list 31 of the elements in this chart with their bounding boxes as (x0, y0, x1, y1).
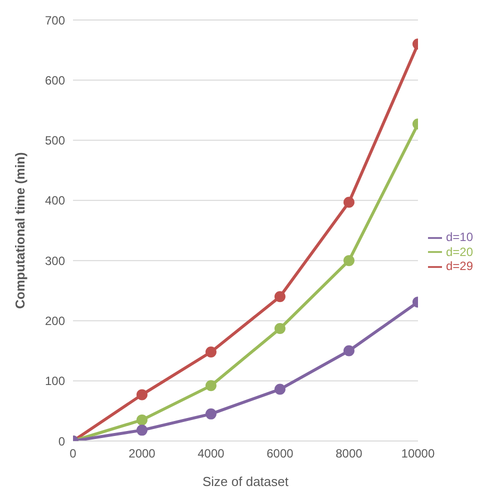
point (136, 414, 148, 426)
point (205, 408, 216, 420)
y-tick-label: 600 (44, 73, 66, 88)
legend-label: d=20 (446, 244, 473, 259)
legend-label: d=29 (446, 259, 473, 274)
legend-label: d=10 (446, 230, 473, 244)
x-tick-label: 6000 (266, 446, 294, 461)
point (274, 323, 286, 334)
y-tick-label: 700 (44, 13, 66, 28)
y-tick-label: 400 (44, 194, 66, 208)
point (343, 345, 354, 356)
point (343, 255, 354, 266)
y-axis-title: Computational time (min) (12, 152, 28, 309)
point (205, 346, 216, 358)
point (136, 424, 148, 436)
point (205, 380, 216, 392)
x-tick-label: 10000 (401, 446, 435, 461)
x-tick-label: 0 (70, 446, 77, 461)
y-tick-label: 100 (44, 374, 66, 388)
x-tick-label: 8000 (336, 446, 363, 461)
point (274, 291, 286, 302)
y-tick-label: 300 (44, 254, 66, 268)
y-tick-label: 500 (44, 134, 66, 148)
x-axis-title: Size of dataset (202, 474, 289, 489)
x-tick-label: 4000 (198, 446, 225, 461)
point (136, 389, 148, 400)
y-tick-label: 200 (44, 314, 66, 328)
y-tick-label: 0 (58, 434, 66, 448)
x-tick-label: 2000 (128, 446, 156, 461)
point (274, 384, 286, 395)
point (343, 196, 354, 208)
